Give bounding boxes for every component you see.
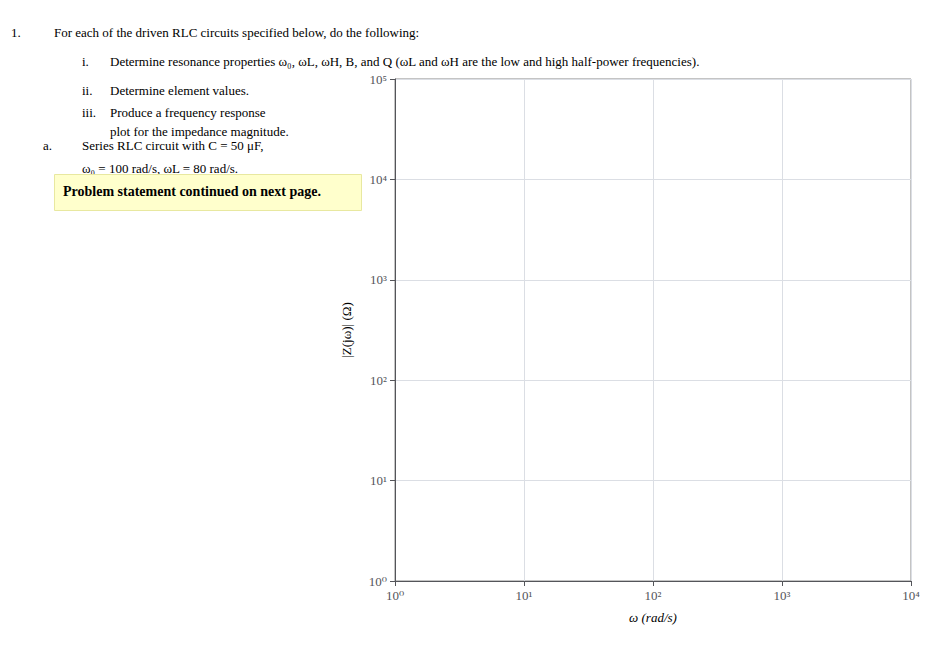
- svg-text:plot for the impedance magnitu: plot for the impedance magnitude.: [110, 124, 289, 139]
- svg-text:10⁵: 10⁵: [369, 72, 387, 87]
- svg-text:|Z(jω)| (Ω): |Z(jω)| (Ω): [339, 302, 354, 358]
- svg-text:Determine element values.: Determine element values.: [110, 83, 249, 98]
- svg-text:Produce a frequency response: Produce a frequency response: [110, 105, 266, 120]
- svg-text:10⁴: 10⁴: [902, 588, 920, 603]
- svg-text:ω (rad/s): ω (rad/s): [629, 610, 677, 625]
- svg-text:i.: i.: [82, 54, 89, 69]
- svg-text:10²: 10²: [645, 588, 662, 603]
- svg-text:ω₀ = 100 rad/s, ωL = 80 rad/s.: ω₀ = 100 rad/s, ωL = 80 rad/s.: [82, 161, 238, 176]
- svg-text:10⁰: 10⁰: [369, 574, 387, 589]
- svg-text:10³: 10³: [370, 272, 387, 287]
- svg-text:10²: 10²: [370, 373, 387, 388]
- svg-text:10³: 10³: [774, 588, 791, 603]
- svg-text:ii.: ii.: [82, 83, 92, 98]
- svg-text:10¹: 10¹: [516, 588, 533, 603]
- svg-text:10⁰: 10⁰: [386, 588, 404, 603]
- svg-text:iii.: iii.: [82, 105, 96, 120]
- svg-text:For each of the driven RLC cir: For each of the driven RLC circuits spec…: [54, 25, 419, 40]
- svg-text:a.: a.: [43, 138, 52, 153]
- svg-text:Series RLC circuit with C = 50: Series RLC circuit with C = 50 μF,: [82, 138, 264, 153]
- svg-text:Determine resonance properties: Determine resonance properties ω₀, ωL, ω…: [110, 54, 699, 69]
- svg-text:1.: 1.: [11, 25, 21, 40]
- svg-text:Problem statement continued on: Problem statement continued on next page…: [63, 184, 321, 199]
- svg-text:10⁴: 10⁴: [369, 172, 387, 187]
- svg-text:10¹: 10¹: [370, 473, 387, 488]
